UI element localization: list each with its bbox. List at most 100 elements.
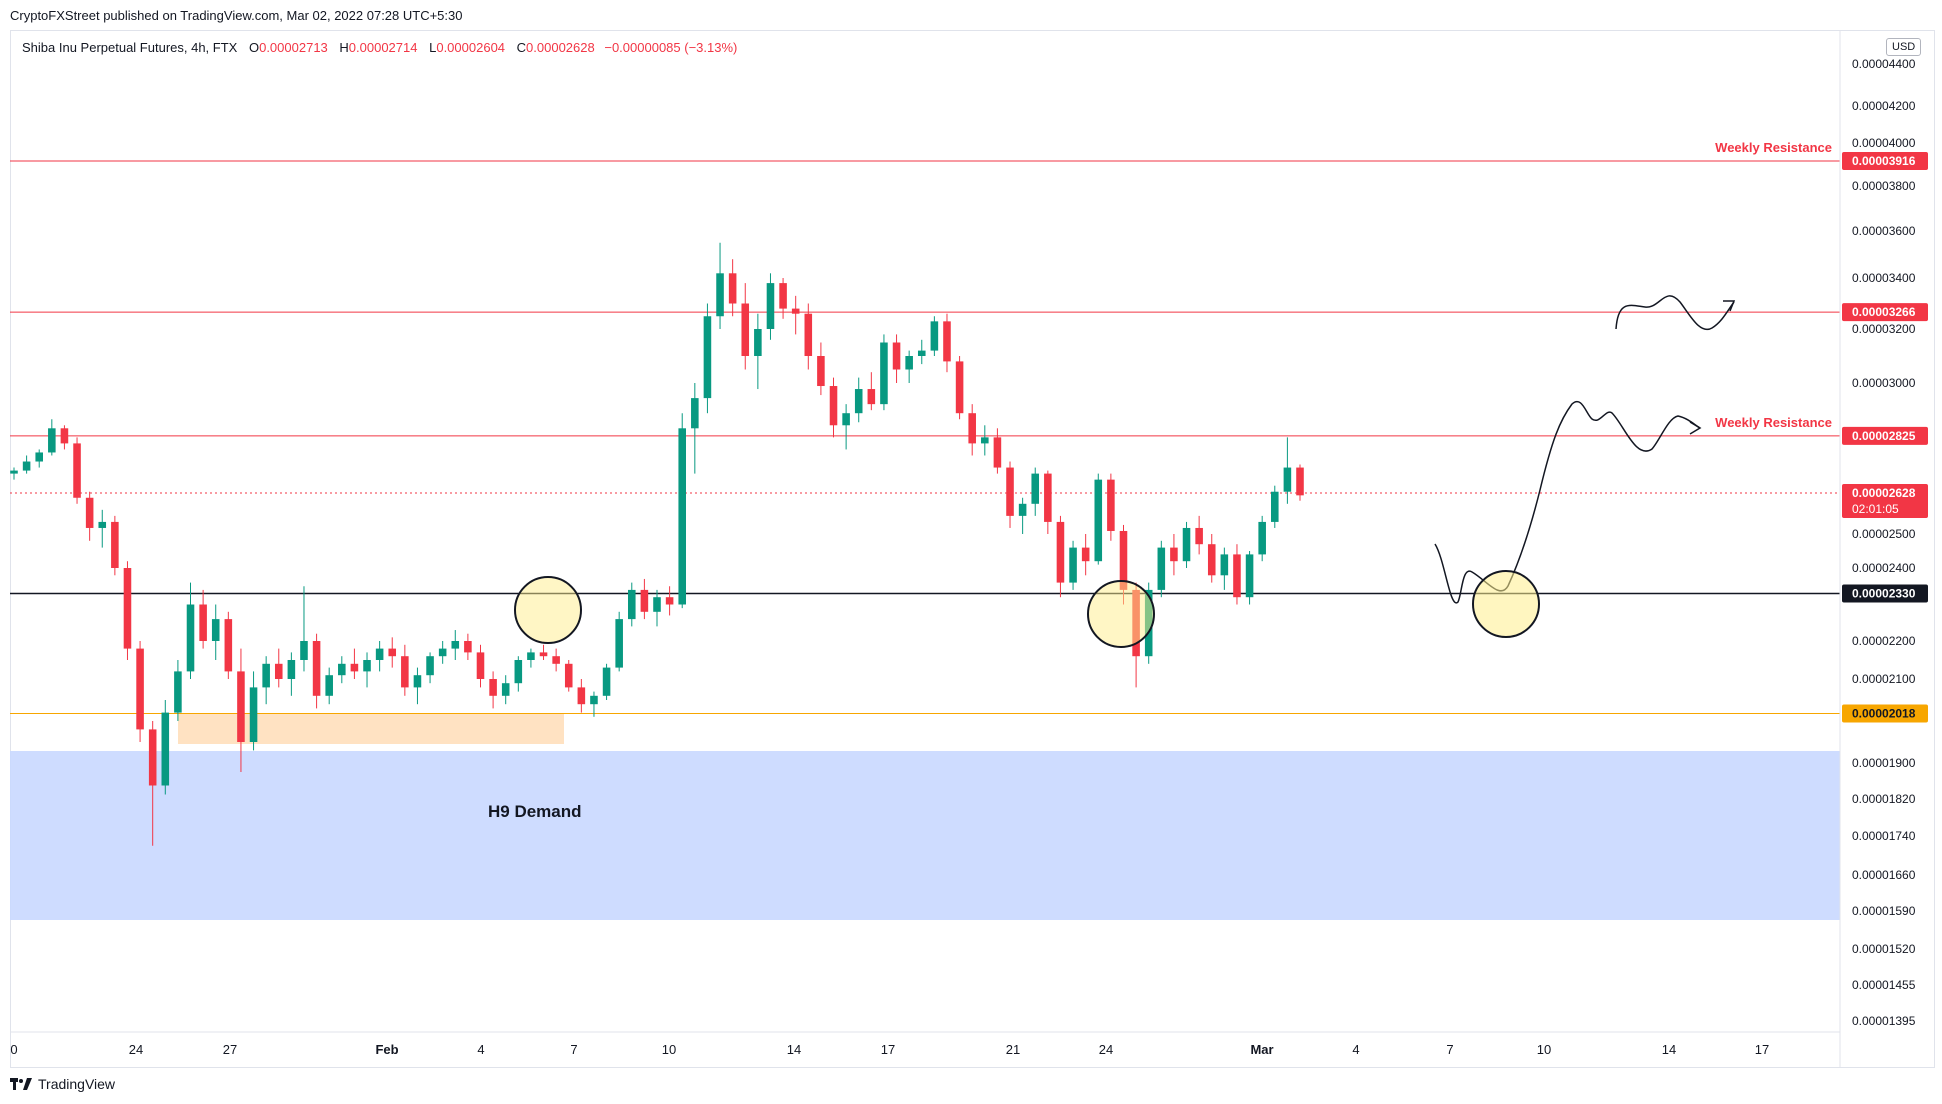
highlight-circle-3 [1472, 570, 1540, 638]
highlight-circle-1 [514, 576, 582, 644]
y-tick-15: 0.00001660 [1852, 868, 1916, 882]
candle-body-9 [123, 568, 132, 649]
candle-body-98 [1245, 554, 1254, 598]
x-tick-7: 14 [787, 1042, 801, 1057]
candle-body-49 [628, 589, 636, 620]
candle-body-51 [653, 597, 661, 612]
x-tick-12: 4 [1352, 1042, 1359, 1057]
candle-body-72 [917, 350, 926, 356]
candle-body-75 [955, 361, 964, 414]
candle-body-8 [111, 521, 119, 568]
candle-body-77 [981, 437, 989, 444]
last-price-badge [1842, 484, 1928, 518]
candle-body-35 [451, 641, 460, 649]
tradingview-logo-icon [10, 1077, 32, 1091]
level-price-2: 0.00002825 [1852, 429, 1916, 443]
candle-body-85 [1081, 547, 1090, 562]
x-tick-13: 7 [1446, 1042, 1453, 1057]
candle-body-91 [1157, 547, 1166, 590]
consolidation-zone [178, 714, 564, 744]
candle-body-61 [779, 283, 787, 309]
candle-body-102 [1296, 467, 1304, 496]
candle-body-42 [539, 652, 548, 657]
candle-body-86 [1094, 479, 1103, 562]
candle-body-32 [413, 675, 422, 688]
candle-body-17 [224, 619, 233, 672]
candle-body-83 [1056, 521, 1065, 583]
candle-body-64 [817, 356, 825, 387]
candle-body-40 [514, 660, 523, 684]
level-price-4: 0.00002018 [1852, 706, 1916, 720]
candle-body-74 [943, 321, 951, 362]
countdown-value: 02:01:05 [1852, 502, 1899, 516]
candle-body-45 [577, 687, 586, 705]
candle-body-58 [741, 303, 750, 356]
candle-body-6 [85, 497, 94, 528]
candle-body-36 [464, 641, 472, 653]
candle-body-87 [1107, 479, 1115, 531]
y-tick-13: 0.00001820 [1852, 792, 1916, 806]
candle-body-67 [854, 389, 863, 414]
candle-body-88 [1119, 530, 1128, 590]
low-value: 0.00002604 [436, 40, 506, 55]
candle-body-94 [1195, 527, 1203, 545]
candle-body-13 [174, 671, 182, 713]
y-tick-16: 0.00001590 [1852, 904, 1916, 918]
candle-body-76 [968, 413, 976, 444]
candle-body-92 [1170, 547, 1178, 562]
x-tick-3: Feb [375, 1042, 398, 1057]
level-badge-3 [1842, 584, 1928, 603]
candle-body-53 [678, 428, 686, 605]
candle-body-80 [1018, 503, 1027, 516]
demand-zone [10, 751, 1840, 920]
y-tick-10: 0.00002200 [1852, 634, 1916, 648]
candle-body-11 [148, 729, 157, 786]
demand-zone-label: H9 Demand [488, 802, 582, 821]
candle-body-73 [930, 321, 939, 351]
candle-body-24 [312, 641, 321, 696]
open-label: O [248, 40, 260, 55]
y-tick-18: 0.00001455 [1852, 978, 1916, 992]
y-tick-4: 0.00003600 [1852, 224, 1916, 238]
candle-body-15 [199, 604, 207, 641]
x-tick-0: 0 [10, 1042, 17, 1057]
candle-body-69 [880, 342, 888, 405]
x-tick-8: 17 [881, 1042, 895, 1057]
candle-body-95 [1207, 544, 1216, 576]
y-tick-12: 0.00001900 [1852, 756, 1916, 770]
candle-body-59 [754, 329, 762, 356]
y-tick-17: 0.00001520 [1852, 942, 1916, 956]
candle-body-20 [262, 663, 270, 688]
candle-body-46 [590, 695, 598, 705]
candle-body-52 [665, 597, 674, 605]
y-tick-19: 0.00001395 [1852, 1014, 1916, 1028]
candle-body-22 [287, 660, 296, 679]
candle-body-81 [1031, 473, 1040, 504]
y-tick-9: 0.00002400 [1852, 561, 1916, 575]
x-tick-15: 14 [1662, 1042, 1676, 1057]
candle-body-99 [1258, 521, 1266, 555]
candle-body-71 [905, 356, 913, 370]
currency-button[interactable]: USD [1886, 38, 1922, 56]
candle-body-41 [527, 652, 535, 660]
level-price-1: 0.00003266 [1852, 305, 1916, 319]
candle-body-0 [10, 470, 18, 474]
candle-body-25 [325, 675, 333, 696]
change-value: −0.00000085 (−3.13%) [604, 40, 738, 55]
candle-body-70 [892, 342, 901, 370]
x-tick-9: 21 [1006, 1042, 1020, 1057]
attribution: CryptoFXStreet published on TradingView.… [10, 8, 463, 23]
candle-body-50 [640, 589, 649, 612]
y-tick-1: 0.00004200 [1852, 99, 1916, 113]
close-value: 0.00002628 [526, 40, 595, 55]
low-label: L [429, 40, 437, 55]
level-badge-2 [1842, 426, 1928, 445]
highlight-circle-2 [1087, 580, 1155, 648]
candle-body-93 [1182, 527, 1191, 562]
level-note-2: Weekly Resistance [1715, 415, 1832, 430]
level-note-0: Weekly Resistance [1715, 140, 1832, 155]
close-label: C [516, 40, 527, 55]
candle-body-34 [438, 648, 447, 657]
candle-body-96 [1220, 554, 1229, 576]
